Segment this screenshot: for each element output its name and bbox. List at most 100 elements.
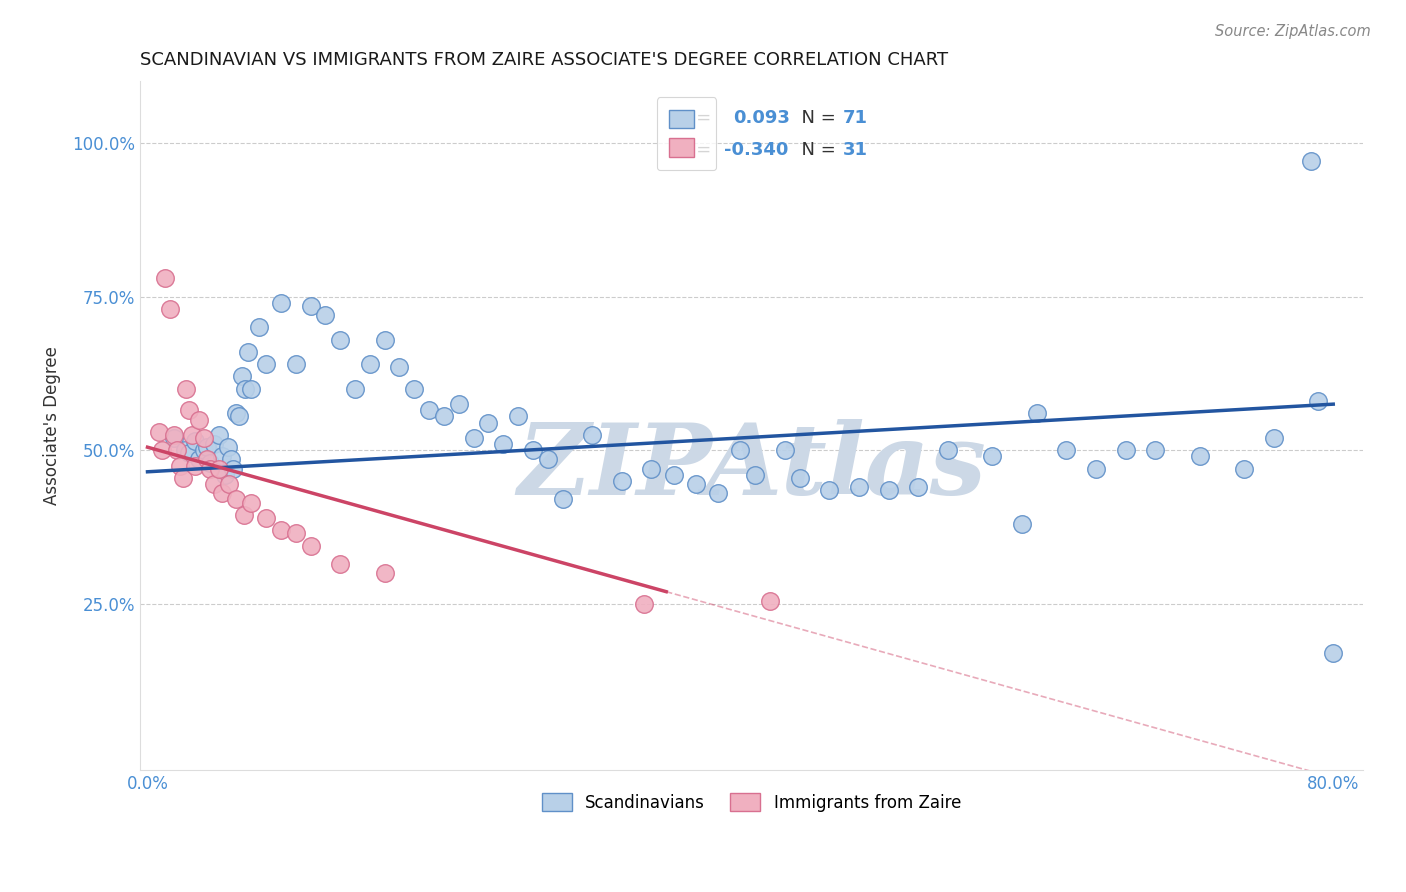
Point [581,428,603,442]
Point [1299,154,1322,169]
Point [537,452,560,467]
Point [270,295,292,310]
Point [404,382,426,396]
Point [202,477,225,491]
Point [1011,517,1033,532]
Point [1233,461,1256,475]
Point [240,495,263,509]
Point [228,409,250,424]
Text: SCANDINAVIAN VS IMMIGRANTS FROM ZAIRE ASSOCIATE'S DEGREE CORRELATION CHART: SCANDINAVIAN VS IMMIGRANTS FROM ZAIRE AS… [141,51,948,69]
Point [685,477,707,491]
Legend: Scandinavians, Immigrants from Zaire: Scandinavians, Immigrants from Zaire [530,781,973,823]
Point [163,428,186,442]
Point [1115,443,1137,458]
Point [633,597,655,611]
Point [730,443,752,458]
Point [173,443,195,458]
Point [789,471,811,485]
Point [610,474,633,488]
Point [981,450,1004,464]
Point [198,456,221,470]
Point [877,483,900,498]
Point [233,382,256,396]
Point [640,461,662,475]
Point [1188,450,1211,464]
Point [193,443,215,458]
Point [314,308,336,322]
Point [551,492,574,507]
Point [148,425,170,439]
Point [447,397,470,411]
Point [174,382,197,396]
Point [707,486,730,500]
Text: -0.340: -0.340 [724,141,789,159]
Point [522,443,544,458]
Point [208,461,231,475]
Point [374,566,396,581]
Text: R =: R = [678,109,723,127]
Point [463,431,485,445]
Point [254,357,277,371]
Point [169,458,191,473]
Point [1308,394,1330,409]
Point [388,360,411,375]
Point [433,409,456,424]
Point [270,523,292,537]
Point [359,357,381,371]
Point [211,486,233,500]
Point [159,301,181,316]
Point [1085,461,1108,475]
Point [166,443,188,458]
Point [195,452,218,467]
Point [238,344,260,359]
Point [218,477,240,491]
Point [231,369,253,384]
Point [247,320,270,334]
Point [155,271,177,285]
Point [329,333,352,347]
Point [299,299,322,313]
Point [219,452,242,467]
Point [225,492,247,507]
Text: N =: N = [790,141,842,159]
Point [374,333,396,347]
Text: 31: 31 [842,141,868,159]
Point [172,471,194,485]
Text: 0.093: 0.093 [733,109,790,127]
Point [662,467,685,482]
Point [150,443,173,458]
Point [284,357,307,371]
Point [225,406,247,420]
Point [211,450,233,464]
Point [773,443,796,458]
Point [907,480,929,494]
Point [240,382,263,396]
Point [818,483,841,498]
Point [214,467,236,482]
Point [198,461,221,475]
Point [343,382,366,396]
Point [936,443,959,458]
Point [181,428,204,442]
Point [329,557,352,571]
Point [477,416,499,430]
Point [492,437,515,451]
Point [232,508,254,522]
Y-axis label: Associate's Degree: Associate's Degree [44,346,60,505]
Point [177,403,200,417]
Point [506,409,529,424]
Point [188,452,211,467]
Point [202,437,225,451]
Point [1144,443,1167,458]
Point [418,403,440,417]
Point [1322,646,1344,660]
Text: Source: ZipAtlas.com: Source: ZipAtlas.com [1215,24,1371,39]
Point [1025,406,1047,420]
Point [299,539,322,553]
Point [217,440,239,454]
Text: ZIPAtlas: ZIPAtlas [517,418,986,516]
Point [208,428,231,442]
Point [163,431,186,445]
Point [184,458,207,473]
Point [222,461,245,475]
